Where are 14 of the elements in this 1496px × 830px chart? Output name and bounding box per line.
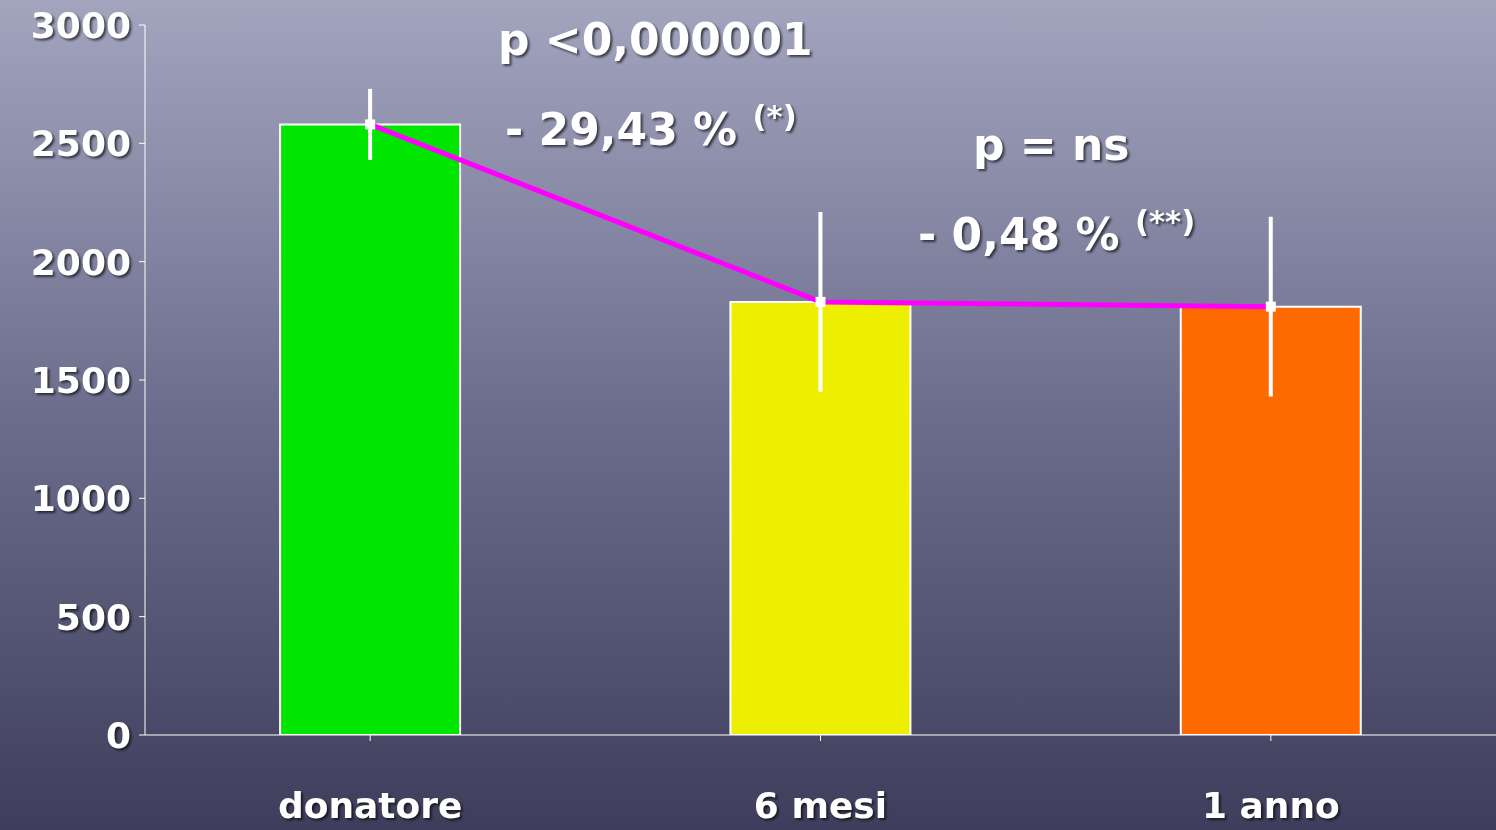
y-tick-label: 2500 [30,123,131,165]
y-tick-label: 0 [105,715,131,756]
annotation: p <0,000001 [498,14,813,65]
y-tick-label: 3000 [30,5,131,46]
y-tick-label: 1000 [30,478,131,520]
x-tick-label: 1 anno [1201,785,1340,826]
y-tick-label: 1500 [30,360,131,401]
annotation: - 29,43 % $^{(*)}$ [505,98,797,155]
annotation: p = ns [973,119,1130,170]
y-tick-label: 500 [55,596,131,638]
annotation: - 0,48 % $^{(**)}$ [918,203,1196,260]
y-tick-label: 2000 [30,241,131,283]
x-tick-label: donatore [277,785,463,826]
x-tick-label: 6 mesi [753,785,888,826]
